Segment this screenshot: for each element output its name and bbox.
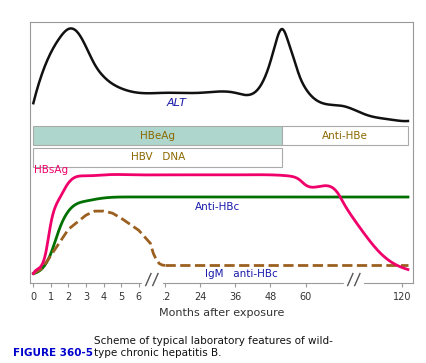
Text: IgM   anti-HBc: IgM anti-HBc [205,269,277,279]
Text: ALT: ALT [167,98,187,108]
Bar [142,283,161,304]
Bar [282,126,408,145]
Bar [33,126,282,145]
Text: FIGURE 360-5: FIGURE 360-5 [13,347,93,358]
Text: HBsAg: HBsAg [34,165,68,175]
Text: Scheme of typical laboratory features of wild-
type chronic hepatitis B.: Scheme of typical laboratory features of… [94,336,333,358]
Bar [344,283,363,304]
Text: Anti-HBe: Anti-HBe [322,131,368,141]
Text: HBV   DNA: HBV DNA [131,152,185,162]
Bar [33,148,282,167]
Text: Anti-HBc: Anti-HBc [195,202,240,212]
X-axis label: Months after exposure: Months after exposure [159,308,284,318]
Text: HBeAg: HBeAg [140,131,175,141]
